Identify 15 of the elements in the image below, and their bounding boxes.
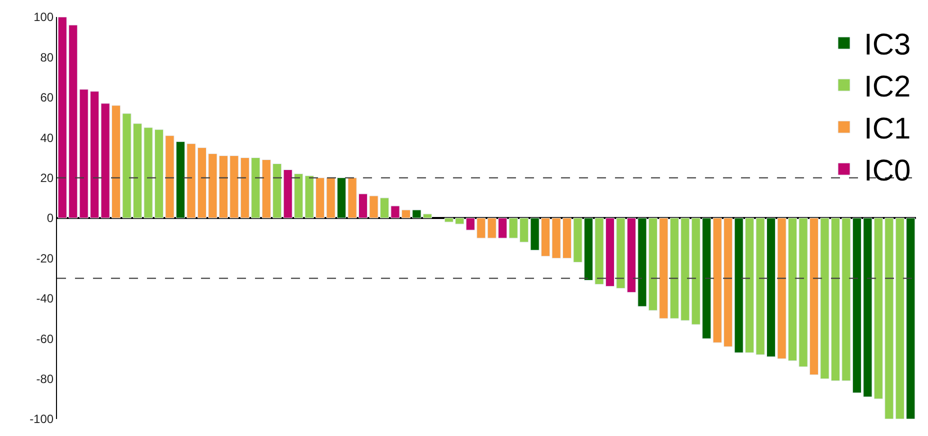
y-tick-label: 20 (40, 171, 54, 185)
y-tick-label: 100 (34, 10, 54, 24)
legend-label: IC2 (864, 70, 911, 104)
legend-label: IC1 (864, 112, 911, 146)
y-tick-label: -80 (36, 372, 54, 386)
y-tick-label: -40 (36, 292, 54, 306)
y-tick-label: -20 (36, 251, 54, 266)
legend-label: IC3 (864, 28, 911, 62)
y-tick-label: 60 (40, 90, 54, 105)
y-tick-label: 0 (46, 211, 54, 226)
legend-label: IC0 (864, 154, 911, 188)
y-tick-label: -60 (36, 332, 54, 346)
y-tick-label: 80 (40, 50, 54, 64)
y-tick-label: 40 (40, 130, 54, 145)
y-tick-label: -100 (30, 412, 54, 426)
